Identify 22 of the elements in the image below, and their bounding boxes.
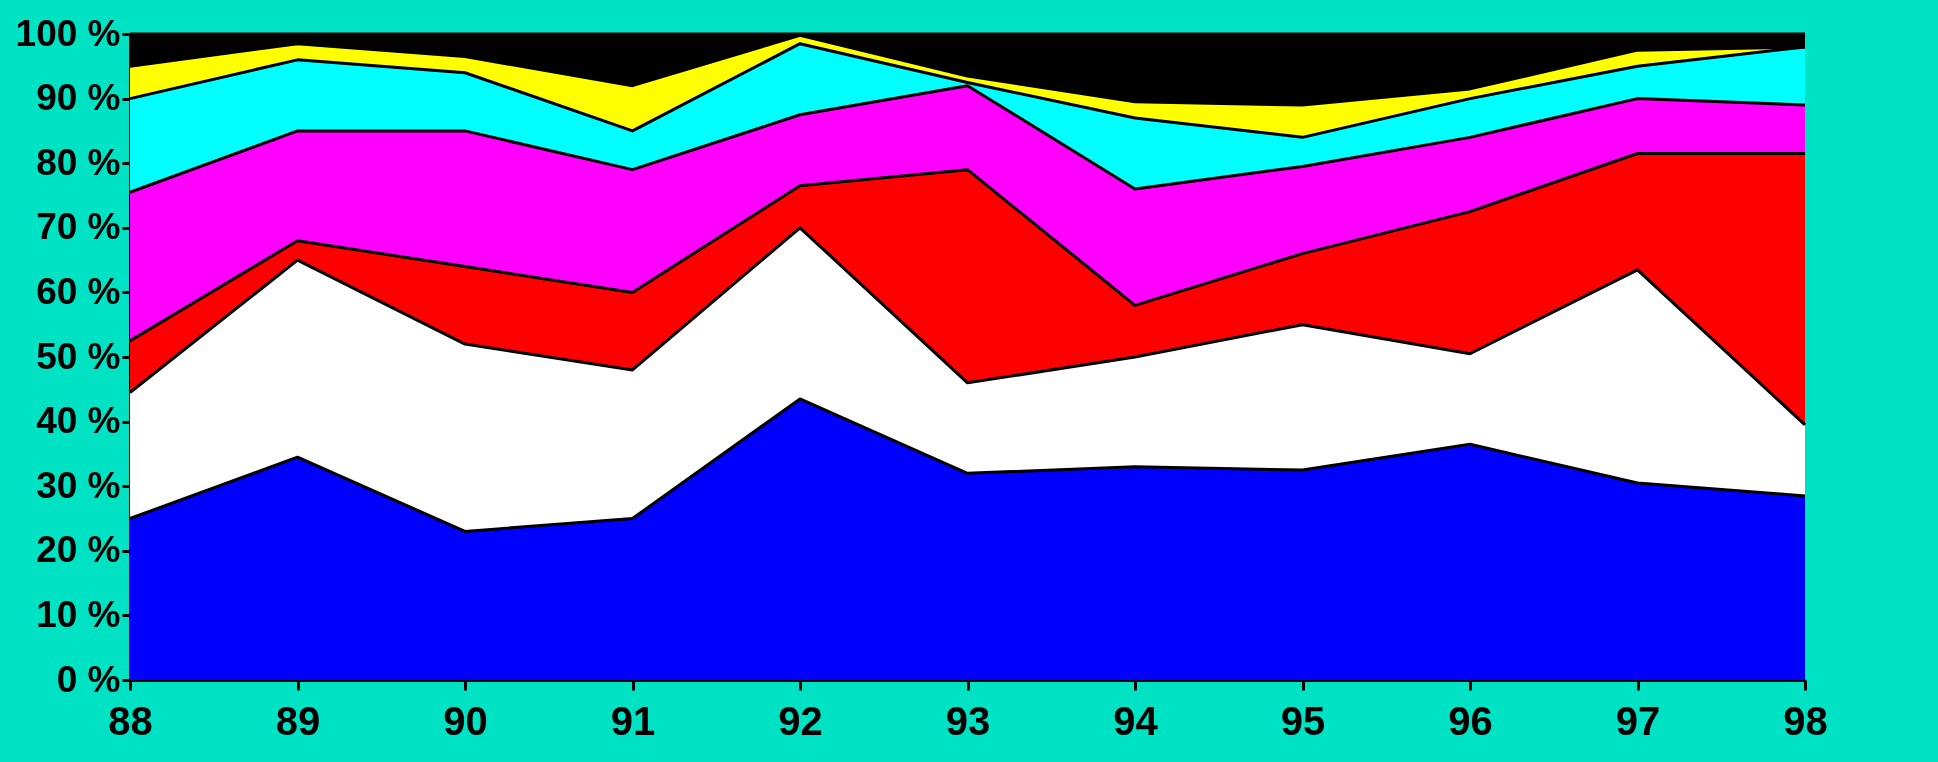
x-tick-label: 98 xyxy=(1783,698,1828,743)
y-tick-label: 20 % xyxy=(36,529,121,571)
y-tick-label: 40 % xyxy=(36,400,121,442)
x-tick-label: 94 xyxy=(1113,698,1159,743)
x-tick-label: 90 xyxy=(443,698,488,743)
y-tick-label: 50 % xyxy=(36,335,121,377)
y-tick-label: 10 % xyxy=(36,593,121,635)
y-tick-label: 0 % xyxy=(56,658,121,700)
x-tick-label: 93 xyxy=(945,698,991,743)
x-tick-label: 95 xyxy=(1280,698,1326,743)
y-tick-label: 80 % xyxy=(36,141,121,183)
y-tick-label: 90 % xyxy=(36,77,121,119)
x-tick-label: 91 xyxy=(610,698,656,743)
x-tick-label: 96 xyxy=(1448,698,1493,743)
x-tick-label: 88 xyxy=(108,698,153,743)
y-tick-label: 30 % xyxy=(36,464,121,506)
x-tick-label: 97 xyxy=(1615,698,1661,743)
y-tick-label: 70 % xyxy=(36,206,121,248)
x-tick-label: 92 xyxy=(778,698,823,743)
y-tick-label: 60 % xyxy=(36,270,121,312)
y-tick-label: 100 % xyxy=(15,12,121,54)
x-tick-label: 89 xyxy=(275,698,321,743)
